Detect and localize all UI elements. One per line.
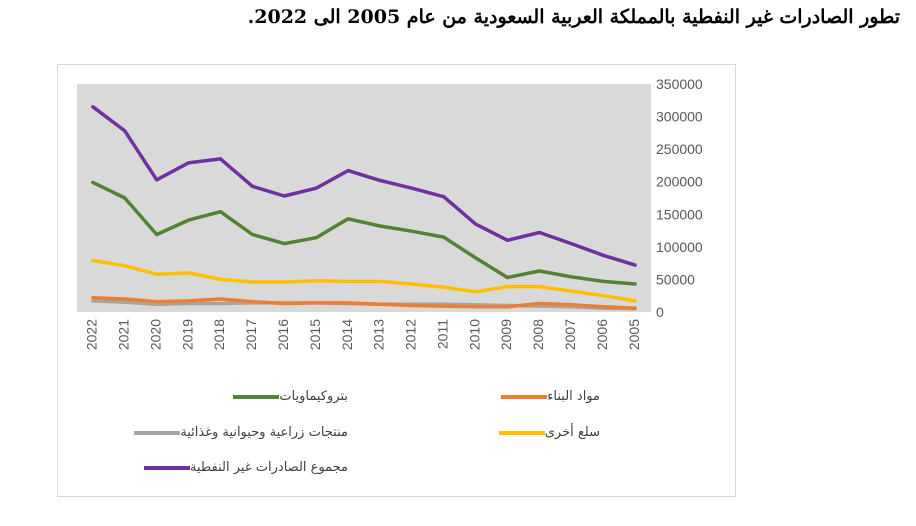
legend-swatch [233, 394, 280, 399]
legend-label: منتجات زراعية وحيوانية وغذائية [180, 425, 348, 440]
x-tick-label: 2011 [434, 319, 450, 349]
legend-item-agricultural-food: منتجات زراعية وحيوانية وغذائية [131, 425, 348, 440]
legend-item-total-non-oil: مجموع الصادرات غير النفطية [141, 460, 348, 475]
legend-swatch [134, 430, 181, 435]
legend-label: سلع أخرى [544, 425, 600, 440]
y-tick-label: 350000 [656, 76, 703, 92]
x-tick-label: 2014 [339, 319, 355, 350]
x-tick-label: 2005 [626, 319, 642, 350]
chart-title: تطور الصادرات غير النفطية بالمملكة العرب… [247, 6, 900, 28]
x-tick-label: 2018 [211, 319, 227, 350]
y-tick-label: 300000 [656, 109, 703, 125]
x-tick-label: 2017 [243, 319, 259, 350]
y-tick-label: 100000 [656, 239, 703, 255]
legend-swatch [498, 430, 545, 435]
plot-area-background [77, 84, 651, 312]
x-tick-label: 2019 [179, 319, 195, 350]
x-tick-label: 2006 [594, 319, 610, 350]
series-line-1 [91, 295, 637, 310]
chart-area: 0 50000 100000 150000 200000 250000 300000 3500… [57, 64, 736, 497]
x-tick-label: 2013 [371, 319, 387, 350]
legend-swatch [501, 394, 548, 399]
legend-swatch [144, 465, 190, 470]
legend-label: مجموع الصادرات غير النفطية [190, 460, 348, 475]
x-tick-label: 2009 [498, 319, 514, 350]
series-line-4 [91, 105, 637, 267]
x-tick-label: 2020 [147, 319, 163, 350]
legend-item-building-materials: مواد البناء [498, 389, 600, 404]
x-tick-label: 2022 [84, 319, 100, 350]
y-tick-label: 150000 [656, 206, 703, 222]
legend-item-petrochemicals: بتروكيماويات [230, 389, 348, 404]
series-line-3 [91, 258, 637, 303]
legend-label: مواد البناء [547, 389, 600, 404]
line-chart: 0 50000 100000 150000 200000 250000 300000 3500… [77, 76, 703, 350]
series-line-0 [91, 180, 637, 286]
y-tick-label: 250000 [656, 141, 703, 157]
x-tick-label: 2021 [116, 319, 132, 350]
legend-item-other-goods: سلع أخرى [496, 425, 600, 440]
x-tick-label: 2015 [307, 319, 323, 350]
x-tick-label: 2007 [562, 319, 578, 350]
x-tick-label: 2016 [275, 319, 291, 350]
y-axis-tick-labels: 0 50000 100000 150000 200000 250000 300000 3500… [656, 76, 703, 320]
y-tick-label: 50000 [656, 271, 695, 287]
y-tick-label: 200000 [656, 174, 703, 190]
x-tick-label: 2010 [466, 319, 482, 350]
y-tick-label: 0 [656, 304, 664, 320]
x-tick-label: 2008 [530, 319, 546, 350]
x-axis-tick-labels: 2022 2021 2020 2019 2018 2017 2016 2015 2014 2013… [84, 319, 642, 350]
x-tick-label: 2012 [403, 319, 419, 350]
series-layer [91, 105, 637, 311]
legend-label: بتروكيماويات [279, 389, 348, 404]
